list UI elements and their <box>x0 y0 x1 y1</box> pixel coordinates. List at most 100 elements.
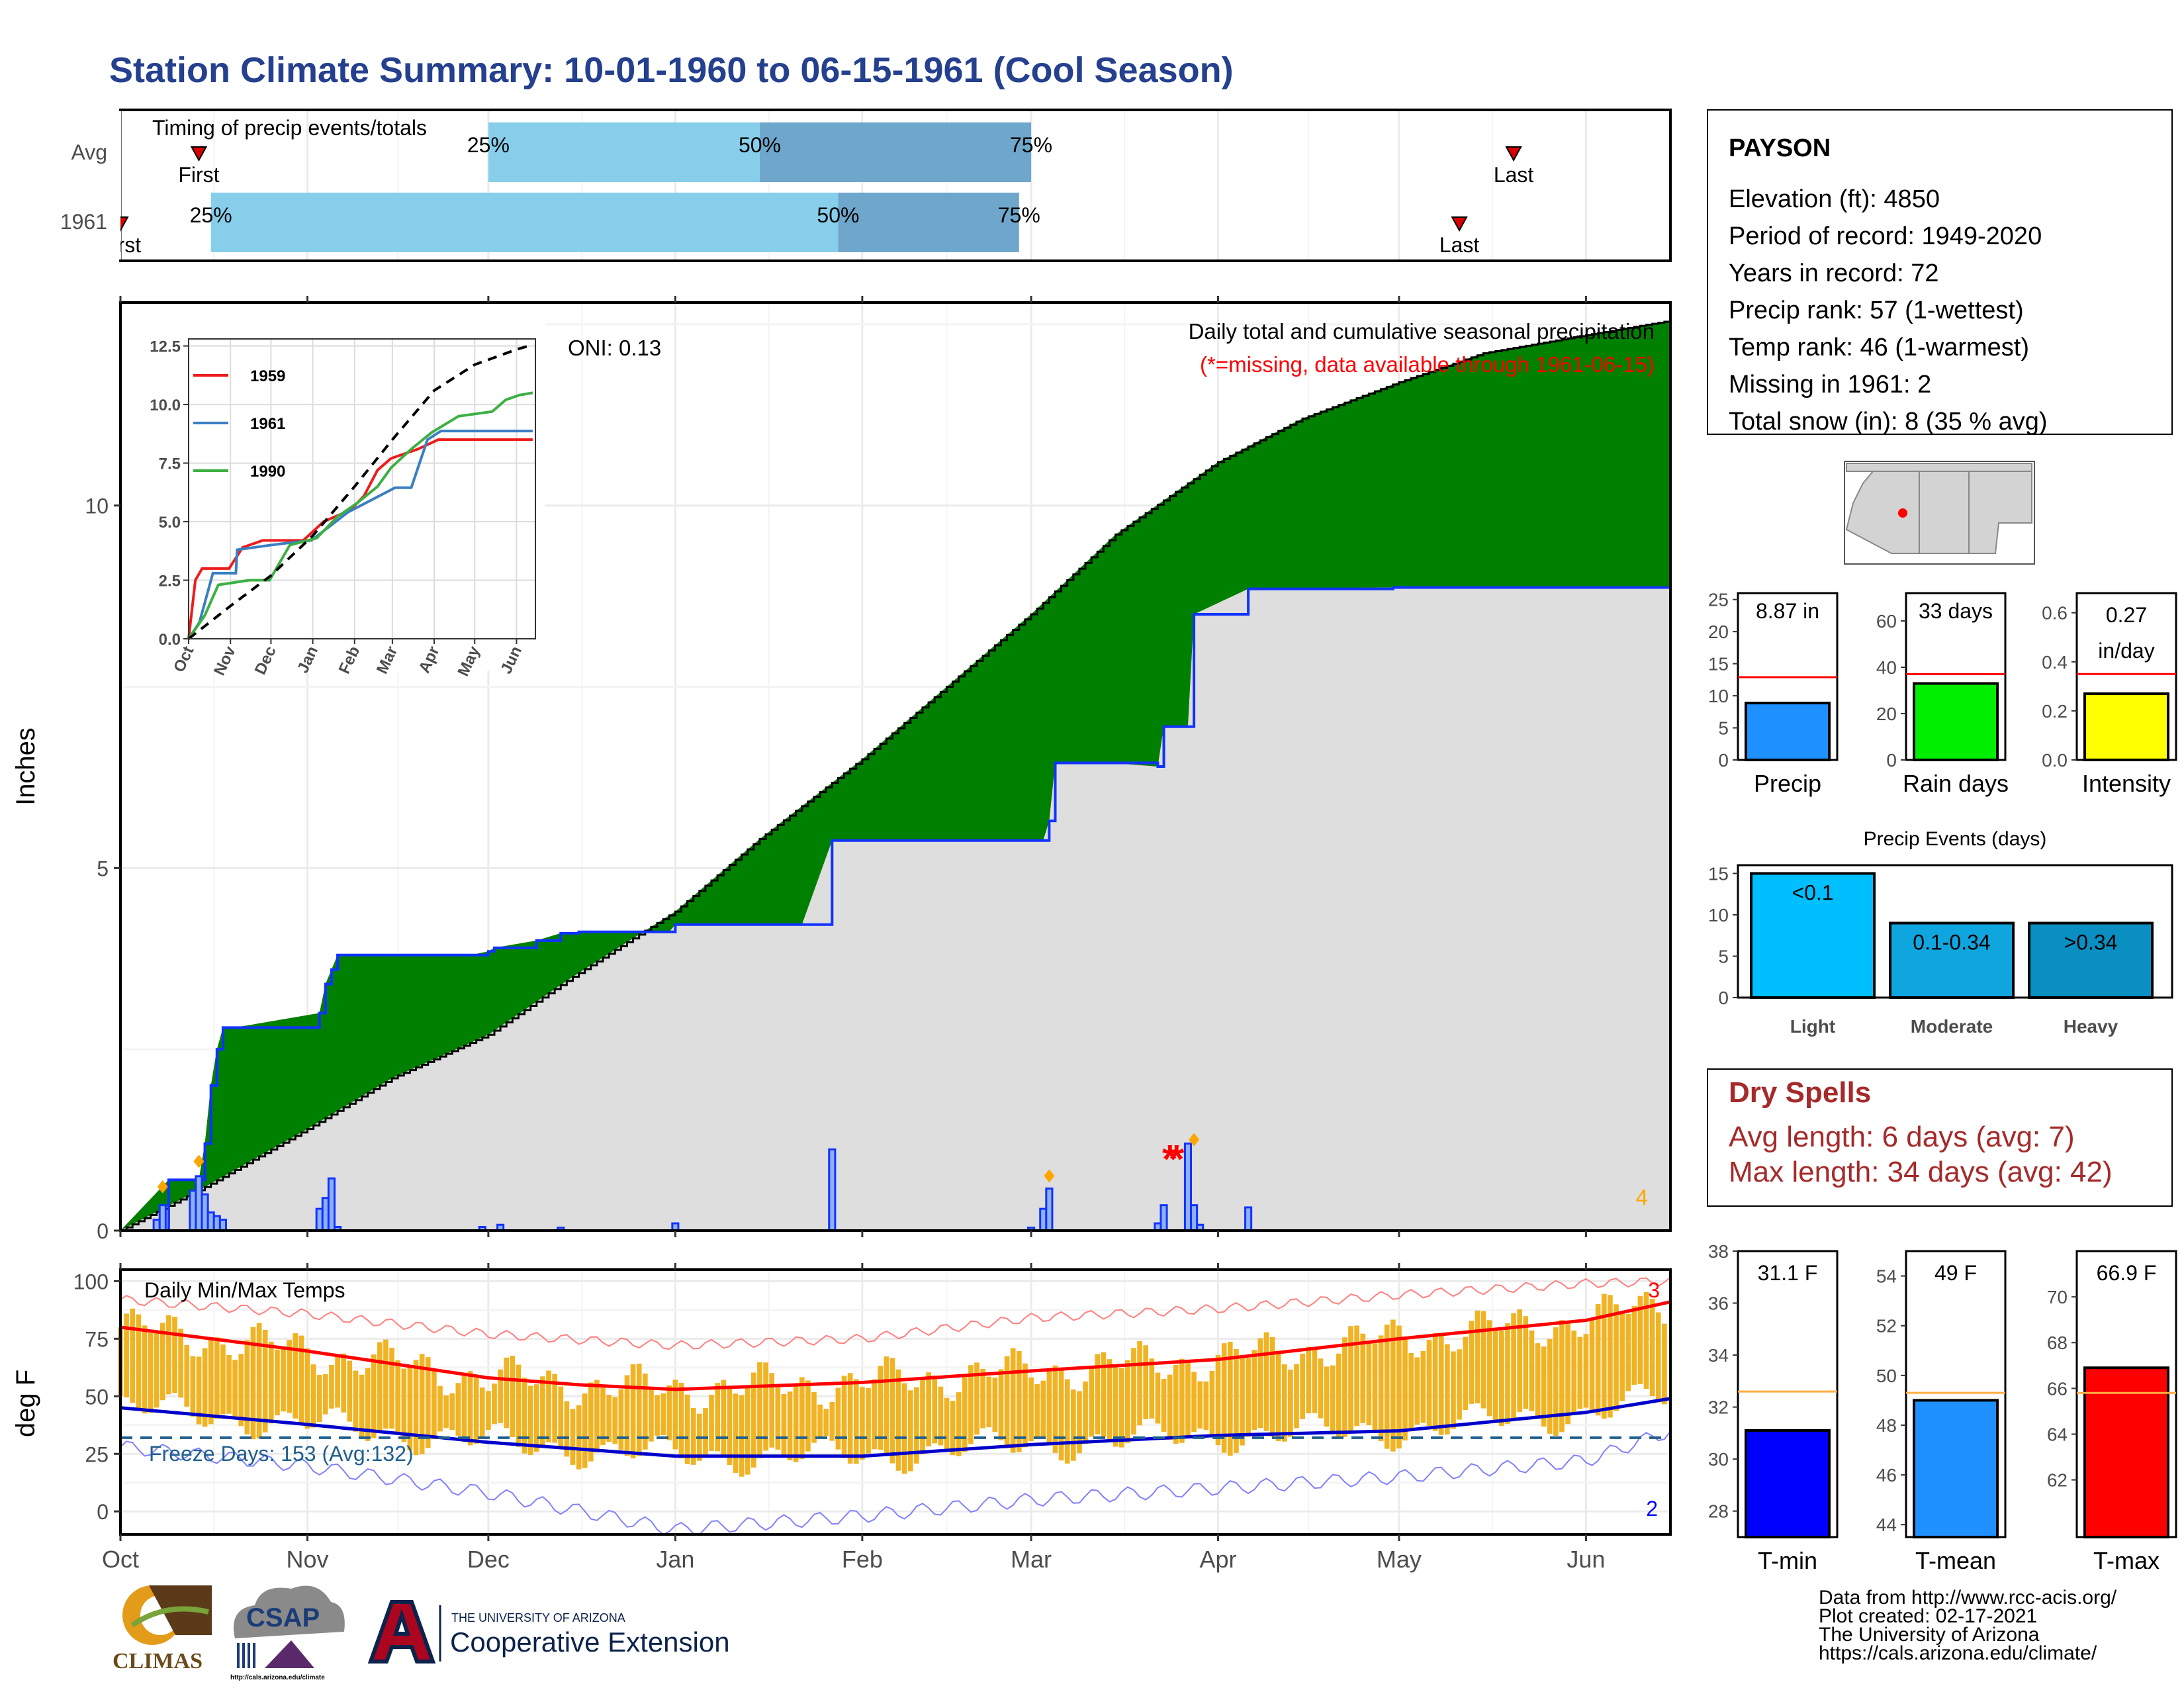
timing-row-label-1961: 1961 <box>60 210 107 234</box>
daily-precip-bar-10 <box>327 1177 336 1232</box>
station-info-box: PAYSON Elevation (ft): 4850 Period of re… <box>1707 109 2173 436</box>
daily-temp-bar-53 <box>437 1385 443 1432</box>
daily-temp-bar-26 <box>275 1349 280 1416</box>
record-high-count: 3 <box>1648 1278 1660 1302</box>
daily-precip-bar-16 <box>828 1148 837 1232</box>
daily-temp-bar-87 <box>642 1373 648 1450</box>
timing-last-label-Avg: Last <box>1494 163 1534 187</box>
daily-temp-bar-92 <box>672 1380 678 1450</box>
daily-temp-bar-66 <box>516 1364 522 1447</box>
daily-temp-bar-251 <box>1631 1306 1637 1385</box>
inset-y-tick-label-0: 0.0 <box>159 631 181 649</box>
daily-temp-bar-189 <box>1257 1338 1263 1429</box>
temp-y-axis-label: deg F <box>11 1370 40 1437</box>
daily-temp-bar-91 <box>666 1385 672 1440</box>
daily-temp-bar-2 <box>130 1308 136 1403</box>
daily-temp-bar-105 <box>751 1372 756 1468</box>
daily-temp-bar-101 <box>727 1385 733 1466</box>
daily-temp-bar-211 <box>1390 1319 1396 1452</box>
daily-temp-bar-178 <box>1191 1372 1197 1432</box>
intensity-y-tick-label-2: 0.4 <box>2042 652 2068 673</box>
climas-logo-text: CLIMAS <box>113 1649 203 1673</box>
record-low-count: 2 <box>1646 1497 1658 1521</box>
daily-temp-bar-167 <box>1125 1360 1130 1443</box>
daily-temp-bar-230 <box>1505 1323 1510 1424</box>
daily-precip-bar-19 <box>1045 1187 1054 1232</box>
intensity-data-label-unit: in/day <box>2098 639 2154 663</box>
daily-temp-bar-225 <box>1475 1310 1480 1404</box>
daily-temp-bar-118 <box>829 1401 835 1441</box>
daily-temp-bar-75 <box>570 1409 576 1465</box>
precip-events-y-tick-label-0: 0 <box>1718 988 1729 1008</box>
daily-temp-bar-216 <box>1420 1350 1426 1423</box>
tmin-y-tick-label-5: 38 <box>1708 1241 1729 1262</box>
daily-temp-bar-160 <box>1083 1381 1088 1444</box>
daily-temp-bar-89 <box>655 1395 660 1436</box>
daily-temp-bar-34 <box>323 1374 328 1415</box>
timing-label-75-Avg: 75% <box>1010 133 1052 157</box>
daily-temp-bar-100 <box>721 1380 727 1457</box>
station-missing: Missing in 1961: 2 <box>1729 371 1931 399</box>
tmin-category-label: T-min <box>1758 1547 1817 1574</box>
precip_total-bar <box>1745 702 1831 761</box>
rain-days-data-label: 33 days <box>1919 599 1993 623</box>
tmean-data-label: 49 F <box>1934 1261 1977 1285</box>
inset-series-line-average <box>187 343 533 640</box>
daily-temp-bar-239 <box>1559 1320 1565 1432</box>
climas-logo: CLIMAS <box>113 1585 212 1673</box>
daily-temp-bar-59 <box>473 1378 479 1444</box>
precip-events-y-tick-label-2: 10 <box>1708 905 1729 925</box>
daily-temp-bar-227 <box>1486 1320 1492 1417</box>
daily-temp-bar-199 <box>1318 1358 1324 1419</box>
precip-events-y-tick-label-3: 15 <box>1708 864 1729 884</box>
precip_total-y-tick-label-5: 25 <box>1708 590 1729 610</box>
daily-temp-bar-176 <box>1179 1358 1185 1443</box>
tmax-category-label: T-max <box>2093 1547 2160 1574</box>
daily-temp-bar-146 <box>998 1369 1004 1440</box>
ua-logo-top-text: THE UNIVERSITY OF ARIZONA <box>451 1611 625 1624</box>
daily-temp-bar-165 <box>1113 1367 1118 1447</box>
map-newmexico-shape <box>1919 471 1970 554</box>
temp-y-tick-label-2: 50 <box>85 1385 109 1409</box>
daily-temp-bar-115 <box>811 1391 817 1443</box>
timing-bar-q50-q75-1961 <box>838 193 1019 252</box>
tmin-y-tick-label-2: 32 <box>1708 1397 1729 1418</box>
daily-temp-bar-222 <box>1457 1349 1462 1420</box>
daily-temp-bar-179 <box>1197 1381 1203 1429</box>
timing-last-marker-1961 <box>1451 216 1468 232</box>
temp-y-tick-label-0: 0 <box>97 1500 109 1524</box>
daily-temp-bar-223 <box>1463 1336 1468 1411</box>
station-precip-rank: Precip rank: 57 (1-wettest) <box>1729 297 2024 324</box>
daily-temp-bar-192 <box>1275 1350 1281 1442</box>
temp-y-tick-label-4: 100 <box>73 1270 109 1293</box>
normal-tmin-line <box>120 1397 1671 1458</box>
timing-first-label-Avg: First <box>178 163 219 187</box>
timing-row-label-avg: Avg <box>71 140 107 164</box>
daily-temp-bar-43 <box>377 1342 383 1433</box>
station-total-snow: Total snow (in): 8 (35 % avg) <box>1729 408 2048 436</box>
daily-temp-bar-64 <box>504 1357 510 1429</box>
daily-temp-bar-183 <box>1221 1343 1227 1453</box>
daily-temp-bar-102 <box>733 1393 739 1473</box>
daily-temp-bar-69 <box>533 1384 539 1452</box>
temp-x-tick-label-5: Mar <box>1011 1546 1052 1573</box>
daily-temp-bar-37 <box>341 1353 347 1413</box>
daily-temp-bar-77 <box>582 1393 588 1468</box>
inset-y-tick-label-4: 10.0 <box>150 397 181 414</box>
daily-temp-bar-136 <box>938 1386 944 1446</box>
daily-precip-bar-25 <box>1244 1206 1253 1232</box>
daily-temp-bar-47 <box>401 1368 407 1442</box>
daily-temp-bar-38 <box>347 1360 353 1422</box>
footer-plot-created: Plot created: 02-17-2021 <box>1819 1605 2037 1627</box>
daily-temp-bar-73 <box>558 1386 564 1448</box>
precip-average-line <box>120 320 1672 1232</box>
daily-temp-bar-56 <box>455 1383 461 1436</box>
daily-temp-bar-228 <box>1492 1329 1498 1423</box>
daily-temp-bar-184 <box>1227 1341 1233 1456</box>
temp-plot-frame <box>119 1268 1672 1536</box>
inset-series-line-1990 <box>187 391 533 640</box>
daily-temp-bar-231 <box>1511 1313 1516 1419</box>
daily-temp-bar-185 <box>1234 1348 1239 1453</box>
precip_total-y-tick-label-0: 0 <box>1718 750 1729 771</box>
daily-temp-bar-8 <box>166 1315 171 1395</box>
